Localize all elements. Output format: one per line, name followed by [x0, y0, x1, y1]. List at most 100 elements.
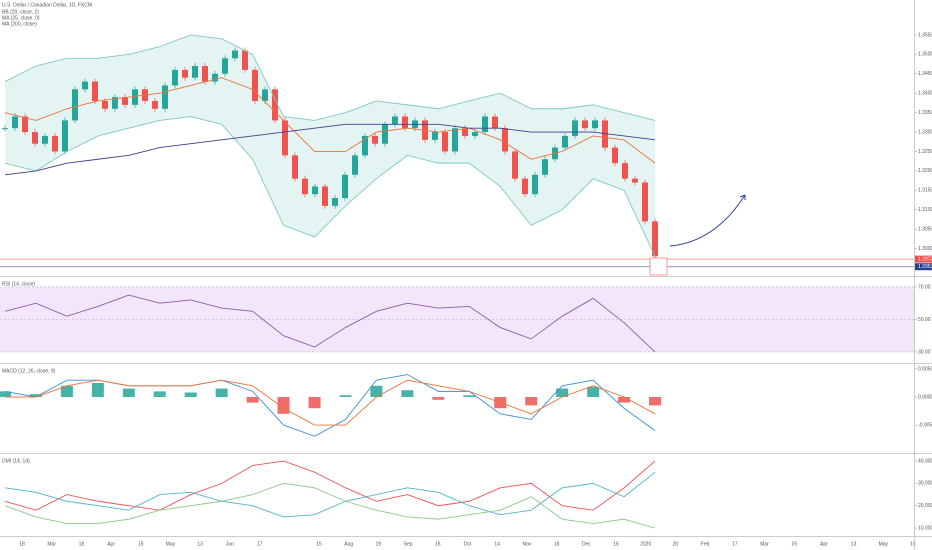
candle — [82, 81, 88, 90]
candle — [542, 159, 548, 175]
candle — [292, 155, 298, 179]
price-label: 1.29533 — [918, 264, 932, 270]
histogram-bar — [618, 396, 631, 403]
histogram-bar — [246, 396, 259, 403]
x-tick-label: Oct — [464, 541, 472, 547]
candle — [302, 178, 308, 195]
x-tick-label: Dec — [582, 541, 591, 547]
candle — [282, 120, 288, 156]
candle — [492, 116, 498, 129]
candle — [382, 124, 388, 144]
y-tick-label: 1.34500 — [918, 71, 932, 77]
price-badge — [915, 255, 932, 263]
x-tick-label: 18 — [19, 541, 25, 547]
candle — [462, 128, 468, 136]
y-tick-label: 1.30000 — [918, 246, 932, 252]
candle — [442, 132, 448, 152]
histogram-bar — [401, 390, 414, 397]
histogram-bar — [60, 385, 73, 397]
candle — [52, 135, 58, 152]
histogram-bar — [556, 388, 569, 397]
y-tick-label: -0.00500 — [918, 422, 932, 428]
x-tick-label: 15 — [910, 541, 916, 547]
histogram-bar — [122, 388, 135, 397]
candle — [312, 186, 318, 195]
x-tick-label: 14 — [494, 541, 500, 547]
histogram-bar — [649, 396, 661, 406]
x-tick-label: Jun — [226, 541, 234, 547]
candle — [32, 132, 38, 144]
y-tick-label: 40.0000 — [918, 458, 932, 464]
x-tick-label: Mar — [47, 541, 56, 547]
histogram-bar — [0, 391, 11, 397]
y-tick-label: 30.00 — [918, 349, 931, 355]
x-tick-label: 17 — [732, 541, 738, 547]
candle — [242, 50, 248, 70]
y-tick-label: 20.0000 — [918, 503, 932, 509]
symbol-title: U.S. Dollar / Canadian Dollar, 1D, FXCM — [2, 2, 92, 8]
arrow-head — [739, 194, 746, 200]
candle — [22, 116, 28, 133]
x-tick-label: 16 — [791, 541, 797, 547]
overlay-line — [4, 116, 656, 257]
candle — [42, 135, 48, 144]
drawing-arrow[interactable] — [669, 194, 746, 247]
x-tick-label: 18 — [554, 541, 560, 547]
histogram-bar — [153, 391, 166, 397]
pane-title: RSI (14, close) — [2, 281, 35, 287]
candle — [132, 89, 138, 105]
indicator-line — [4, 482, 656, 529]
candle — [622, 163, 628, 179]
x-tick-label: 13 — [851, 541, 857, 547]
x-tick-label: Nov — [522, 541, 531, 547]
candle — [182, 69, 188, 78]
candle — [612, 147, 618, 164]
overlay-line — [4, 34, 656, 121]
price-badge — [915, 263, 932, 271]
y-tick-label: 10.0000 — [918, 525, 932, 531]
candle — [232, 50, 238, 59]
x-tick-label: 15 — [138, 541, 144, 547]
candle — [272, 89, 278, 121]
histogram-bar — [215, 388, 228, 397]
overlay-line — [4, 77, 656, 164]
x-tick-label: 19 — [376, 541, 382, 547]
flag-icon[interactable] — [649, 257, 668, 276]
y-tick-label: 50.00 — [918, 317, 931, 323]
candle — [342, 174, 348, 199]
candle — [392, 116, 398, 125]
candle — [502, 128, 508, 152]
candle — [572, 120, 578, 136]
histogram-bar — [370, 385, 383, 397]
candle — [112, 97, 118, 109]
y-tick-label: 1.33000 — [918, 129, 932, 135]
y-tick-label: 0.00000 — [918, 394, 932, 400]
pane-title: MACD (12, 26, close, 9) — [2, 368, 56, 374]
candle — [642, 182, 648, 222]
x-tick-label: 15 — [316, 541, 322, 547]
y-tick-label: 1.35000 — [918, 52, 932, 58]
y-tick-label: 1.31500 — [918, 188, 932, 194]
candle — [532, 174, 538, 195]
candle — [432, 132, 438, 140]
candle — [262, 89, 268, 101]
candle — [12, 116, 18, 129]
candle — [402, 116, 408, 129]
y-tick-label: 1.33500 — [918, 110, 932, 116]
candle — [362, 135, 368, 156]
candle — [202, 66, 208, 82]
y-tick-label: 70.00 — [918, 284, 931, 290]
indicator-label: MA (25, close, 0) — [2, 15, 40, 21]
y-tick-label: 1.32000 — [918, 168, 932, 174]
x-tick-label: 18 — [79, 541, 85, 547]
candle — [592, 120, 598, 129]
candle — [92, 81, 98, 101]
indicator-line — [4, 460, 656, 511]
candle — [252, 69, 258, 101]
x-tick-label: 17 — [257, 541, 263, 547]
candle — [352, 155, 358, 175]
candle — [62, 120, 68, 152]
candle — [452, 128, 458, 152]
x-tick-label: 20 — [673, 541, 679, 547]
